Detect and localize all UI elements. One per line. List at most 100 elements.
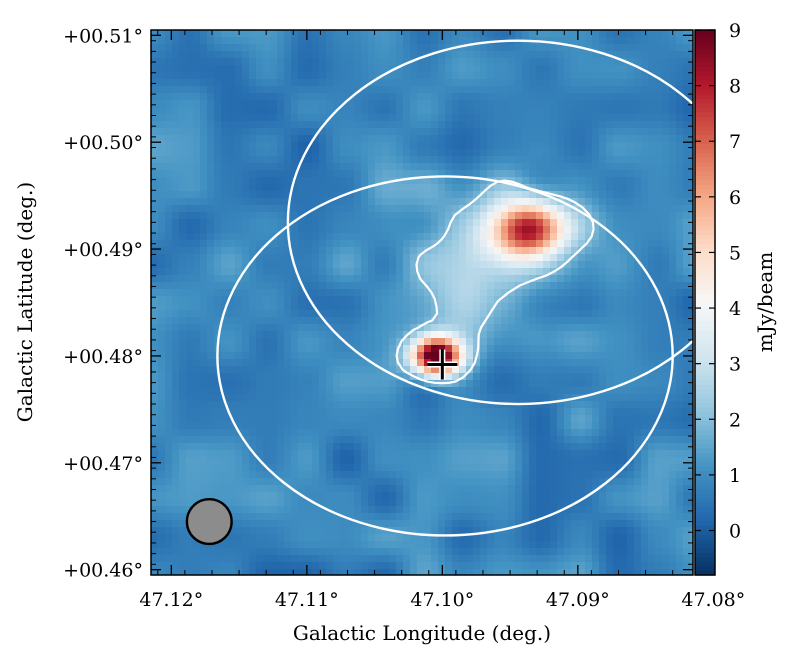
heatmap-cell [606, 30, 614, 38]
heatmap-cell [340, 58, 348, 66]
heatmap-cell [214, 401, 222, 409]
heatmap-cell [536, 212, 544, 220]
heatmap-cell [585, 121, 593, 129]
heatmap-cell [473, 72, 481, 80]
heatmap-cell [179, 450, 187, 458]
heatmap-cell [473, 128, 481, 136]
heatmap-cell [214, 268, 222, 276]
heatmap-cell [200, 191, 208, 199]
heatmap-cell [431, 44, 439, 52]
heatmap-cell [585, 345, 593, 353]
heatmap-cell [564, 366, 572, 374]
heatmap-cell [396, 366, 404, 374]
heatmap-cell [669, 114, 677, 122]
heatmap-cell [368, 422, 376, 430]
heatmap-cell [235, 331, 243, 339]
heatmap-cell [291, 408, 299, 416]
heatmap-cell [557, 107, 565, 115]
heatmap-cell [172, 51, 180, 59]
heatmap-cell [368, 226, 376, 234]
heatmap-cell [256, 79, 264, 87]
heatmap-cell [186, 163, 194, 171]
heatmap-cell [340, 205, 348, 213]
heatmap-cell [613, 464, 621, 472]
heatmap-cell [214, 450, 222, 458]
heatmap-cell [473, 457, 481, 465]
heatmap-cell [193, 387, 201, 395]
heatmap-cell [599, 198, 607, 206]
heatmap-cell [242, 93, 250, 101]
heatmap-cell [270, 373, 278, 381]
heatmap-cell [655, 163, 663, 171]
heatmap-cell [221, 198, 229, 206]
heatmap-cell [340, 121, 348, 129]
heatmap-cell [655, 226, 663, 234]
heatmap-cell [375, 219, 383, 227]
heatmap-cell [634, 268, 642, 276]
heatmap-cell [193, 51, 201, 59]
heatmap-cell [319, 422, 327, 430]
heatmap-cell [501, 142, 509, 150]
heatmap-cell [263, 429, 271, 437]
heatmap-cell [277, 156, 285, 164]
heatmap-cell [606, 443, 614, 451]
heatmap-cell [452, 275, 460, 283]
heatmap-cell [683, 163, 691, 171]
heatmap-cell [256, 37, 264, 45]
heatmap-cell [200, 317, 208, 325]
heatmap-cell [676, 44, 684, 52]
heatmap-cell [634, 408, 642, 416]
heatmap-cell [410, 79, 418, 87]
heatmap-cell [249, 212, 257, 220]
heatmap-cell [151, 198, 159, 206]
heatmap-cell [354, 191, 362, 199]
heatmap-cell [375, 247, 383, 255]
heatmap-cell [186, 268, 194, 276]
heatmap-cell [648, 401, 656, 409]
heatmap-cell [529, 345, 537, 353]
heatmap-cell [550, 100, 558, 108]
heatmap-cell [410, 240, 418, 248]
heatmap-cell [522, 233, 530, 241]
heatmap-cell [424, 233, 432, 241]
heatmap-cell [284, 121, 292, 129]
heatmap-cell [459, 303, 467, 311]
heatmap-cell [648, 156, 656, 164]
heatmap-cell [277, 268, 285, 276]
heatmap-cell [410, 464, 418, 472]
heatmap-cell [536, 44, 544, 52]
heatmap-cell [172, 268, 180, 276]
heatmap-cell [515, 366, 523, 374]
heatmap-cell [648, 58, 656, 66]
heatmap-cell [592, 275, 600, 283]
heatmap-cell [326, 58, 334, 66]
heatmap-cell [165, 51, 173, 59]
heatmap-cell [228, 443, 236, 451]
heatmap-cell [284, 86, 292, 94]
heatmap-cell [662, 114, 670, 122]
heatmap-cell [501, 331, 509, 339]
heatmap-cell [676, 317, 684, 325]
heatmap-cell [417, 310, 425, 318]
heatmap-cell [501, 373, 509, 381]
heatmap-cell [403, 114, 411, 122]
heatmap-cell [221, 114, 229, 122]
heatmap-cell [613, 184, 621, 192]
heatmap-cell [333, 51, 341, 59]
heatmap-cell [487, 142, 495, 150]
heatmap-cell [585, 149, 593, 157]
heatmap-cell [305, 436, 313, 444]
heatmap-cell [228, 310, 236, 318]
heatmap-cell [585, 107, 593, 115]
heatmap-cell [410, 51, 418, 59]
heatmap-cell [445, 30, 453, 38]
heatmap-cell [340, 170, 348, 178]
heatmap-cell [480, 303, 488, 311]
heatmap-cell [522, 338, 530, 346]
heatmap-cell [291, 331, 299, 339]
heatmap-cell [284, 142, 292, 150]
heatmap-cell [676, 163, 684, 171]
heatmap-cell [620, 373, 628, 381]
heatmap-cell [200, 156, 208, 164]
heatmap-cell [333, 282, 341, 290]
